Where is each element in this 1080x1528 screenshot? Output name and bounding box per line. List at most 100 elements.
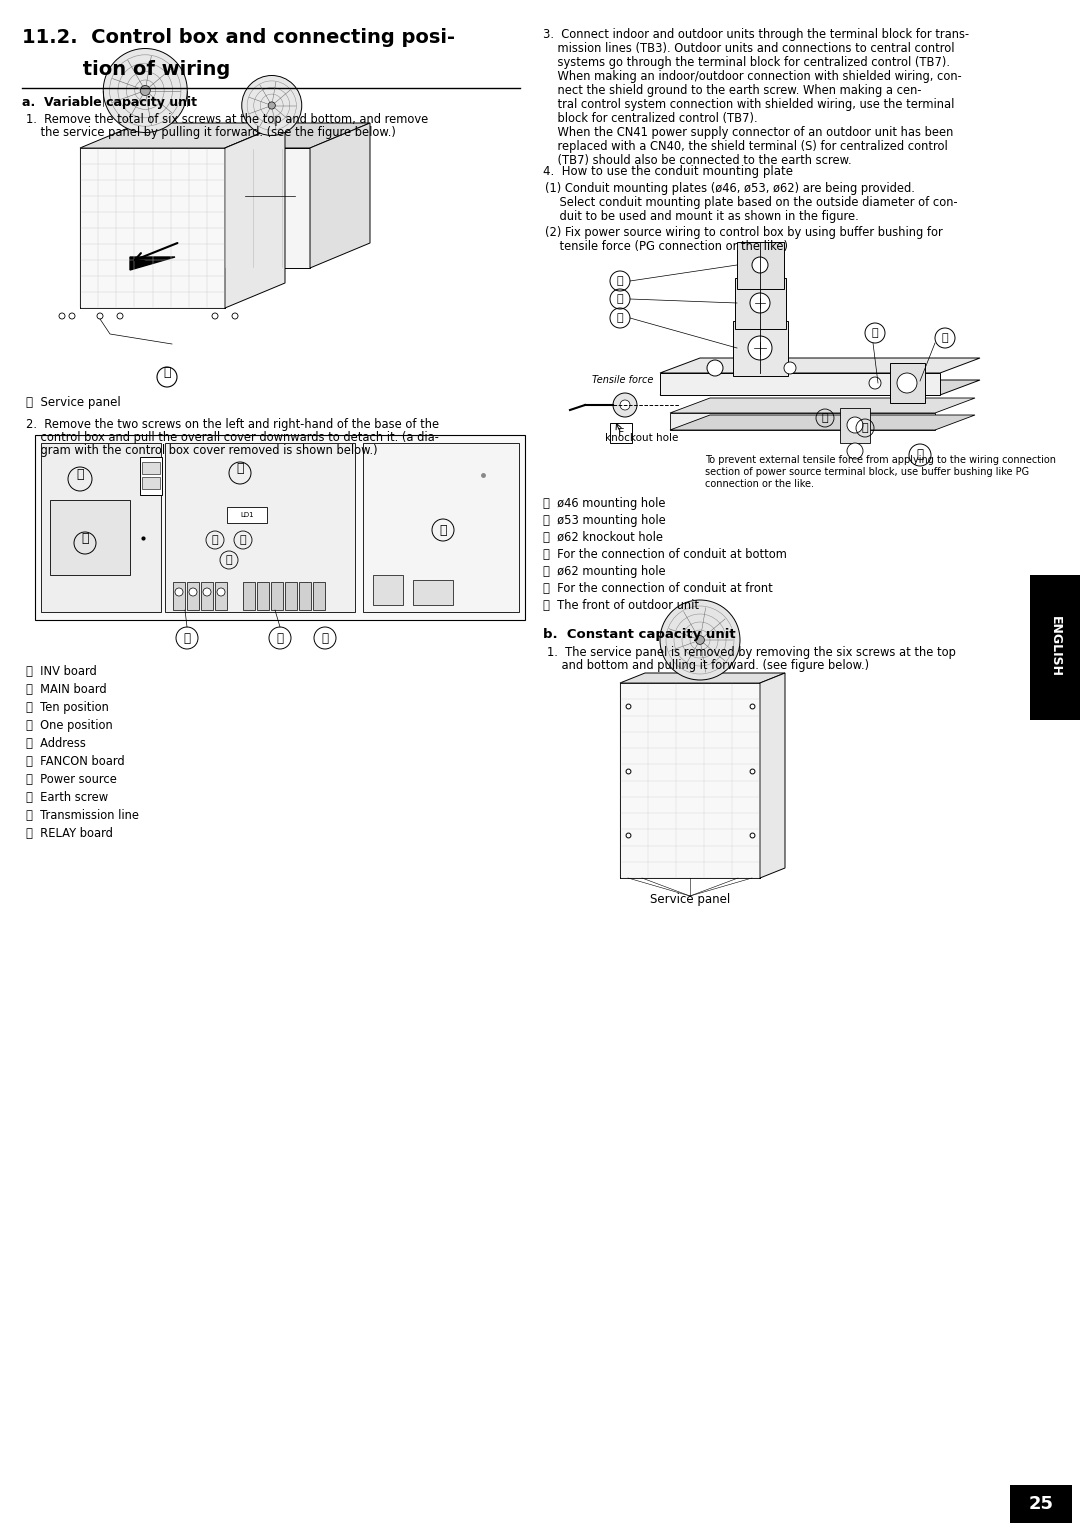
Text: Ⓘ: Ⓘ (322, 631, 328, 645)
Text: When making an indoor/outdoor connection with shielded wiring, con-: When making an indoor/outdoor connection… (543, 70, 962, 83)
Text: When the CN41 power supply connector of an outdoor unit has been: When the CN41 power supply connector of … (543, 125, 954, 139)
Circle shape (232, 313, 238, 319)
Bar (140, 457, 162, 495)
Text: Ⓖ: Ⓖ (917, 449, 923, 461)
Bar (1030, 575, 1080, 720)
Text: Ⓑ  MAIN board: Ⓑ MAIN board (26, 683, 107, 695)
Text: block for centralized control (TB7).: block for centralized control (TB7). (543, 112, 758, 125)
Polygon shape (225, 122, 370, 148)
Polygon shape (310, 122, 370, 267)
Text: Ⓑ: Ⓑ (862, 423, 868, 432)
Text: Ⓐ  Service panel: Ⓐ Service panel (26, 396, 121, 410)
Text: Ⓖ  The front of outdoor unit: Ⓖ The front of outdoor unit (543, 599, 699, 613)
Circle shape (869, 377, 881, 390)
Text: knockout hole: knockout hole (605, 432, 678, 443)
Circle shape (707, 361, 723, 376)
Text: duit to be used and mount it as shown in the figure.: duit to be used and mount it as shown in… (545, 209, 859, 223)
Bar (737, 241, 784, 289)
Bar (80, 148, 225, 309)
Circle shape (189, 588, 197, 596)
Text: To prevent external tensile force from applying to the wiring connection: To prevent external tensile force from a… (705, 455, 1056, 465)
Circle shape (784, 362, 796, 374)
Bar (41, 443, 161, 613)
Polygon shape (670, 416, 975, 429)
Text: Ⓓ  One position: Ⓓ One position (26, 720, 112, 732)
Text: Ⓕ  For the connection of conduit at front: Ⓕ For the connection of conduit at front (543, 582, 773, 594)
Circle shape (117, 313, 123, 319)
Text: Ⓘ  Transmission line: Ⓘ Transmission line (26, 808, 139, 822)
Bar (299, 582, 311, 610)
Bar (1010, 1485, 1072, 1523)
Circle shape (203, 588, 211, 596)
Text: systems go through the terminal block for centralized control (TB7).: systems go through the terminal block fo… (543, 57, 950, 69)
Text: tensile force (PG connection or the like): tensile force (PG connection or the like… (545, 240, 788, 254)
Circle shape (620, 400, 630, 410)
Text: 1.  The service panel is removed by removing the six screws at the top: 1. The service panel is removed by remov… (546, 646, 956, 659)
Text: (2) Fix power source wiring to control box by using buffer bushing for: (2) Fix power source wiring to control b… (545, 226, 943, 238)
Text: Ⓕ: Ⓕ (81, 532, 89, 545)
Text: Ⓕ  FANCON board: Ⓕ FANCON board (26, 755, 124, 769)
Bar (271, 582, 283, 610)
Polygon shape (130, 257, 175, 270)
Text: Ⓒ: Ⓒ (617, 313, 623, 322)
Text: Ⓐ: Ⓐ (617, 277, 623, 286)
Polygon shape (80, 122, 285, 148)
Bar (141, 461, 160, 474)
Text: Ⓖ  Power source: Ⓖ Power source (26, 773, 117, 785)
Text: and bottom and pulling it forward. (see figure below.): and bottom and pulling it forward. (see … (546, 659, 869, 672)
Polygon shape (660, 380, 980, 396)
Circle shape (217, 588, 225, 596)
Text: Ⓑ: Ⓑ (617, 293, 623, 304)
Text: replaced with a CN40, the shield terminal (S) for centralized control: replaced with a CN40, the shield termina… (543, 141, 948, 153)
Text: 25: 25 (1028, 1494, 1053, 1513)
Text: Ⓑ: Ⓑ (237, 463, 244, 475)
Circle shape (696, 636, 704, 645)
Circle shape (752, 257, 768, 274)
Circle shape (175, 588, 183, 596)
Bar (257, 582, 269, 610)
Circle shape (69, 313, 75, 319)
Text: Ⓐ: Ⓐ (163, 367, 171, 379)
Bar (363, 443, 519, 613)
Circle shape (242, 75, 301, 136)
Bar (227, 507, 267, 523)
Text: 11.2.  Control box and connecting posi-: 11.2. Control box and connecting posi- (22, 28, 455, 47)
Text: Ⓐ  ø46 mounting hole: Ⓐ ø46 mounting hole (543, 497, 665, 510)
Text: Ⓓ: Ⓓ (240, 535, 246, 545)
Bar (201, 582, 213, 610)
Text: Ⓙ: Ⓙ (77, 469, 84, 481)
Text: the service panel by pulling it forward. (see the figure below.): the service panel by pulling it forward.… (26, 125, 396, 139)
Text: LD1: LD1 (240, 512, 254, 518)
Text: Ⓗ: Ⓗ (276, 631, 283, 645)
Text: Ⓗ  Earth screw: Ⓗ Earth screw (26, 792, 108, 804)
Bar (225, 148, 310, 267)
Circle shape (613, 393, 637, 417)
Text: 2.  Remove the two screws on the left and right-hand of the base of the: 2. Remove the two screws on the left and… (26, 419, 440, 431)
Polygon shape (225, 122, 285, 309)
Bar (313, 582, 325, 610)
Text: section of power source terminal block, use buffer bushing like PG: section of power source terminal block, … (705, 468, 1029, 477)
Polygon shape (670, 413, 935, 429)
Text: Ⓐ  INV board: Ⓐ INV board (26, 665, 97, 678)
Bar (840, 408, 870, 443)
Circle shape (748, 336, 772, 361)
Circle shape (847, 417, 863, 432)
Text: nect the shield ground to the earth screw. When making a cen-: nect the shield ground to the earth scre… (543, 84, 921, 96)
Bar (141, 477, 160, 489)
Bar (733, 321, 788, 376)
Text: gram with the control box cover removed is shown below.): gram with the control box cover removed … (26, 445, 378, 457)
Circle shape (847, 443, 863, 458)
Bar (243, 582, 255, 610)
Text: control box and pull the overall cover downwards to detach it. (a dia-: control box and pull the overall cover d… (26, 431, 438, 445)
Bar (285, 582, 297, 610)
Text: Ⓔ  ø62 mounting hole: Ⓔ ø62 mounting hole (543, 565, 665, 578)
Bar (620, 683, 760, 879)
Bar (373, 575, 403, 605)
Text: Ⓔ: Ⓔ (226, 555, 232, 565)
Circle shape (140, 86, 150, 96)
Text: 3.  Connect indoor and outdoor units through the terminal block for trans-: 3. Connect indoor and outdoor units thro… (543, 28, 969, 41)
Text: Select conduit mounting plate based on the outside diameter of con-: Select conduit mounting plate based on t… (545, 196, 958, 209)
Bar (620, 683, 760, 879)
Text: b.  Constant capacity unit: b. Constant capacity unit (543, 628, 735, 642)
Polygon shape (670, 397, 975, 413)
